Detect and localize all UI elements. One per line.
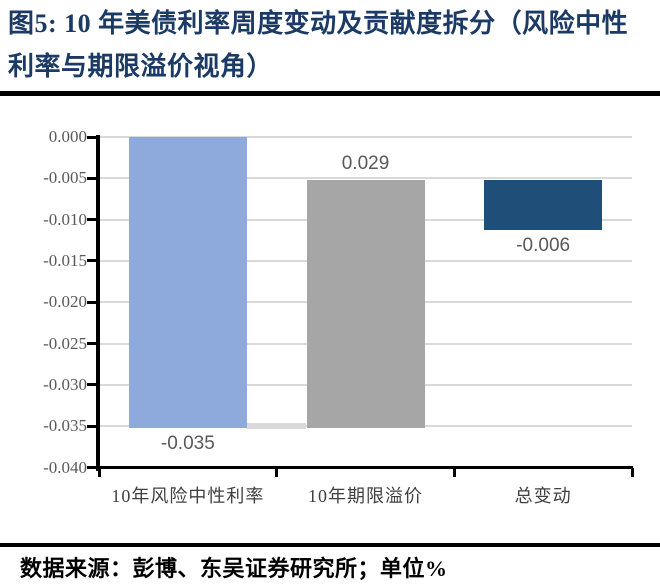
y-axis-tick bbox=[87, 218, 99, 222]
y-axis-tick-label: -0.025 bbox=[43, 333, 87, 353]
y-axis-tick-label: -0.040 bbox=[43, 457, 87, 477]
y-axis-tick-label: -0.005 bbox=[43, 168, 87, 188]
x-axis-category-label: 10年风险中性利率 bbox=[111, 485, 265, 506]
x-axis-tick bbox=[275, 467, 279, 477]
x-axis-line bbox=[96, 466, 633, 469]
y-axis-tick-label: -0.030 bbox=[43, 374, 87, 394]
y-axis-tick-label: -0.035 bbox=[43, 416, 87, 436]
bar-data-label: -0.006 bbox=[516, 234, 571, 256]
bar-1 bbox=[128, 137, 247, 428]
top-divider bbox=[0, 91, 660, 96]
bar-data-label: 0.029 bbox=[341, 152, 390, 174]
y-axis-tick bbox=[87, 176, 99, 180]
figure-title-line1: 图5: 10 年美债利率周度变动及贡献度拆分（风险中性 bbox=[8, 9, 629, 38]
y-axis-tick-label: 0.000 bbox=[48, 127, 87, 146]
y-axis-line bbox=[96, 135, 100, 471]
figure-title: 图5: 10 年美债利率周度变动及贡献度拆分（风险中性 利率与期限溢价视角） bbox=[8, 2, 656, 88]
y-axis-tick bbox=[87, 259, 99, 263]
bottom-divider bbox=[0, 543, 660, 547]
x-axis-tick bbox=[630, 467, 634, 477]
gridline bbox=[99, 177, 632, 180]
y-axis-tick bbox=[87, 300, 99, 304]
bar-2 bbox=[306, 179, 425, 428]
y-axis-tick bbox=[87, 383, 99, 387]
x-axis-tick bbox=[97, 467, 101, 477]
figure-title-line2: 利率与期限溢价视角） bbox=[8, 52, 274, 81]
data-source-note: 数据来源：彭博、东吴证券研究所；单位% bbox=[20, 556, 448, 581]
gridline bbox=[99, 136, 632, 138]
waterfall-connector bbox=[246, 422, 307, 429]
y-axis-tick bbox=[87, 424, 99, 428]
bar-3 bbox=[484, 179, 603, 230]
x-axis-category-label: 10年期限溢价 bbox=[307, 485, 423, 506]
x-axis-category-label: 总变动 bbox=[514, 485, 572, 506]
y-axis-tick bbox=[87, 135, 99, 139]
y-axis-tick bbox=[87, 466, 99, 469]
y-axis-tick-label: -0.010 bbox=[43, 209, 87, 229]
y-axis-tick-label: -0.015 bbox=[43, 250, 87, 270]
bar-data-label: -0.035 bbox=[160, 432, 215, 454]
y-axis-tick-label: -0.020 bbox=[43, 292, 87, 312]
y-axis-tick bbox=[87, 342, 99, 346]
x-axis-tick bbox=[452, 467, 456, 477]
